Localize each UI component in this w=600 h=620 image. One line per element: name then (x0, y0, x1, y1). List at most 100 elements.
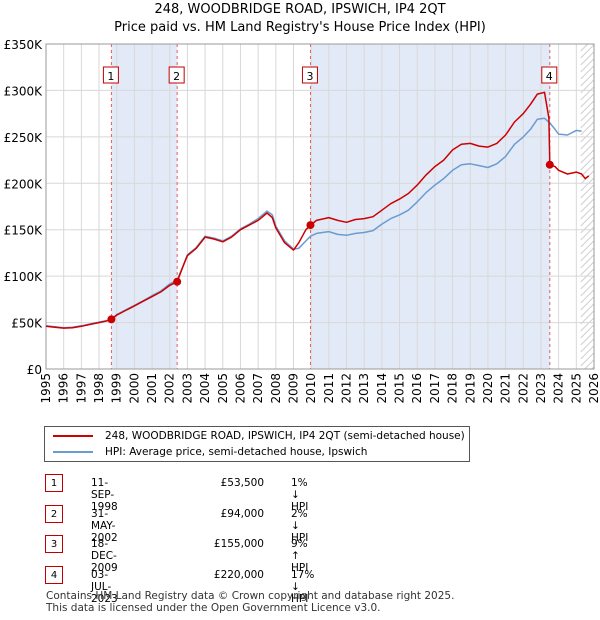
forecast-hatch-line (580, 142, 595, 157)
forecast-hatch-line (580, 296, 595, 311)
footer-line1: Contains HM Land Registry data © Crown c… (46, 590, 455, 602)
sale-marker-label: 4 (546, 70, 553, 83)
forecast-hatch-line (580, 275, 595, 290)
legend-hpi-swatch (53, 451, 93, 453)
y-tick-label: £100K (4, 270, 44, 284)
y-tick-label: £200K (4, 177, 44, 191)
forecast-hatch-line (580, 58, 595, 73)
transaction-date: 03-JUL-2023 (91, 569, 118, 605)
x-tick-label: 2017 (428, 373, 442, 404)
forecast-hatch-line (580, 352, 595, 367)
forecast-hatch-line (580, 191, 595, 206)
x-tick-label: 1998 (92, 373, 106, 404)
forecast-hatch-line (580, 72, 595, 87)
x-tick-label: 2024 (552, 373, 566, 404)
x-tick-label: 2026 (587, 373, 600, 404)
forecast-hatch-line (580, 324, 595, 339)
forecast-hatch-line (580, 282, 595, 297)
price-chart: £0 £50K £100K £150K £200K £250K £300K £350K 1995… (4, 38, 600, 404)
x-tick-label: 1997 (74, 373, 88, 404)
transaction-hpi: 9% ↑ HPI (291, 538, 309, 574)
forecast-hatch-line (580, 345, 595, 360)
x-tick-label: 2015 (393, 373, 407, 404)
forecast-hatch-line (580, 114, 595, 129)
transaction-hpi: 2% ↓ HPI (291, 508, 309, 544)
transaction-number: 3 (45, 535, 63, 553)
chart-title-line1: 248, WOODBRIDGE ROAD, IPSWICH, IP4 2QT (154, 2, 446, 17)
forecast-hatch-line (580, 317, 595, 332)
forecast-hatch-line (580, 198, 595, 213)
transaction-number: 2 (45, 505, 63, 523)
sale-point (306, 221, 315, 230)
forecast-hatch-line (580, 44, 595, 59)
ownership-period-shade (310, 44, 550, 369)
sale-marker-box (102, 66, 119, 84)
x-tick-label: 2022 (516, 373, 530, 404)
transaction-date: 31-MAY-2002 (91, 508, 118, 544)
transaction-hpi: 1% ↓ HPI (291, 477, 309, 513)
forecast-hatch-line (580, 121, 595, 136)
x-tick-label: 2012 (340, 373, 354, 404)
legend-property-swatch (53, 435, 93, 437)
x-tick-label: 2016 (410, 373, 424, 404)
forecast-hatch-line (580, 65, 595, 80)
sale-marker-box (168, 66, 185, 84)
forecast-hatch-line (580, 303, 595, 318)
x-tick-label: 2001 (145, 373, 159, 404)
forecast-hatch-line (580, 51, 595, 66)
x-tick-label: 2011 (322, 373, 336, 404)
sale-marker-label: 3 (306, 70, 313, 83)
x-tick-label: 2002 (163, 373, 177, 404)
forecast-hatch-line (580, 100, 595, 115)
forecast-hatch-line (580, 226, 595, 241)
x-tick-label: 2018 (446, 373, 460, 404)
forecast-hatch-line (584, 359, 595, 370)
footer-line2: This data is licensed under the Open Gov… (46, 602, 381, 614)
transaction-price: £94,000 (220, 508, 264, 520)
y-tick-label: £300K (4, 84, 44, 98)
ownership-period-shade (111, 44, 178, 369)
sale-point (107, 315, 116, 324)
property-series-line (45, 91, 590, 329)
transaction-price: £155,000 (213, 538, 264, 550)
x-tick-label: 2021 (499, 373, 513, 404)
x-tick-label: 2003 (180, 373, 194, 404)
transaction-hpi: 17% ↓ HPI (291, 569, 315, 605)
forecast-hatch-line (580, 205, 595, 220)
legend-property-label: 248, WOODBRIDGE ROAD, IPSWICH, IP4 2QT (… (105, 430, 465, 442)
forecast-hatch-line (580, 233, 595, 248)
forecast-hatch-line (580, 254, 595, 269)
forecast-hatch-line (580, 43, 589, 52)
x-tick-label: 1996 (57, 373, 71, 404)
x-tick-label: 2013 (357, 373, 371, 404)
forecast-hatch-line (580, 261, 595, 276)
forecast-hatch-line (580, 135, 595, 150)
forecast-hatch-line (580, 177, 595, 192)
forecast-hatch-line (580, 219, 595, 234)
forecast-hatch-line (580, 240, 595, 255)
forecast-hatch-line (580, 79, 595, 94)
sale-marker-box (301, 66, 318, 84)
x-tick-label: 2010 (304, 373, 318, 404)
footer-attribution: Contains HM Land Registry data © Crown c… (46, 590, 454, 614)
forecast-hatch-line (580, 247, 595, 262)
chart-legend: 248, WOODBRIDGE ROAD, IPSWICH, IP4 2QT (… (44, 426, 470, 462)
transaction-price: £53,500 (220, 477, 264, 489)
y-tick-label: £0 (27, 363, 42, 377)
forecast-hatch-line (580, 128, 595, 143)
x-tick-label: 2000 (127, 373, 141, 404)
forecast-hatch-line (580, 93, 595, 108)
x-tick-label: 2019 (463, 373, 477, 404)
y-tick-label: £50K (11, 317, 43, 331)
forecast-hatch-line (580, 107, 595, 122)
forecast-hatch-line (580, 289, 595, 304)
x-tick-label: 2014 (375, 373, 389, 404)
transaction-date: 18-DEC-2009 (91, 538, 118, 574)
x-tick-label: 2005 (216, 373, 230, 404)
forecast-hatch-line (580, 268, 595, 283)
forecast-hatch-line (580, 156, 595, 171)
sale-marker-label: 1 (107, 70, 114, 83)
sale-marker-label: 2 (173, 70, 180, 83)
y-tick-label: £350K (4, 38, 44, 52)
transaction-price: £220,000 (213, 569, 264, 581)
